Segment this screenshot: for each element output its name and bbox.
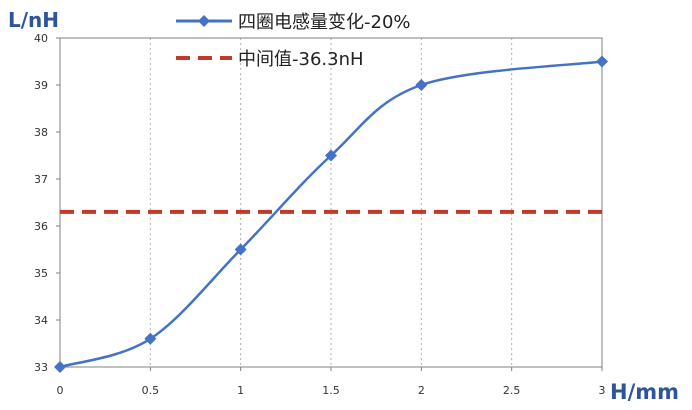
y-axis-ticks: 33 34 35 36 37 38 39 40 — [34, 32, 60, 374]
y-tick-label-4: 37 — [34, 173, 48, 186]
y-tick-label-7: 40 — [34, 32, 48, 45]
x-tick-label-3: 1.5 — [322, 384, 340, 397]
plot-area-border — [59, 37, 603, 368]
series-1-point-3 — [325, 149, 337, 162]
x-tick-label-1: 0.5 — [142, 384, 160, 397]
x-tick-label-6: 3 — [599, 384, 606, 397]
series-1-point-0 — [54, 361, 66, 373]
grid — [149, 38, 513, 367]
y-tick-label-0: 33 — [34, 361, 48, 374]
y-tick-label-1: 34 — [34, 314, 48, 327]
legend-item-series-1: 四圈电感量变化-20% — [176, 12, 411, 33]
y-tick-label-5: 38 — [34, 126, 48, 139]
series — [54, 55, 608, 373]
series-1-point-1 — [144, 332, 157, 345]
x-tick-label-0: 0 — [57, 384, 64, 397]
legend-label-series-1: 四圈电感量变化-20% — [238, 12, 411, 33]
y-tick-label-6: 39 — [34, 79, 48, 92]
y-axis-title: L/nH — [8, 8, 59, 32]
y-tick-label-2: 35 — [34, 267, 48, 280]
legend-label-series-2: 中间值-36.3nH — [238, 49, 364, 70]
x-tick-label-5: 2.5 — [503, 384, 521, 397]
y-tick-label-3: 36 — [34, 220, 48, 233]
legend-item-series-2: 中间值-36.3nH — [176, 49, 364, 70]
x-tick-label-4: 2 — [418, 384, 425, 397]
x-axis-title: H/mm — [610, 380, 679, 404]
legend-marker-diamond-icon — [198, 15, 210, 27]
x-tick-label-2: 1 — [237, 384, 244, 397]
legend: 四圈电感量变化-20% 中间值-36.3nH — [176, 12, 411, 70]
series-1-point-5 — [596, 55, 608, 68]
x-axis-ticks: 0 0.5 1 1.5 2 2.5 3 — [57, 367, 606, 397]
series-1-point-4 — [415, 79, 428, 91]
series-1-point-2 — [234, 243, 247, 256]
